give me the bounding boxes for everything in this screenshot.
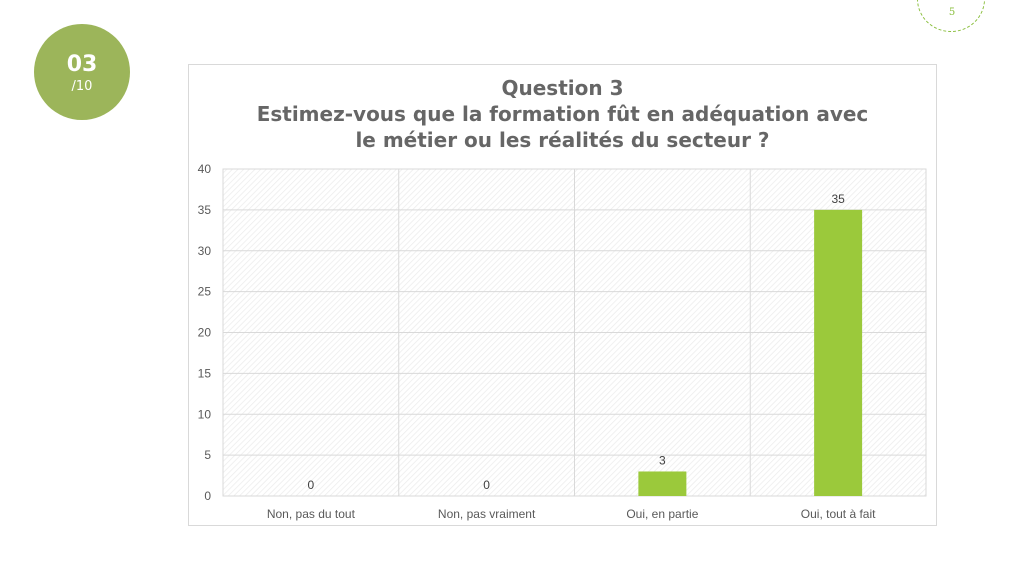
data-label: 0 xyxy=(483,478,490,492)
bar-4 xyxy=(814,209,863,496)
y-tick-label: 5 xyxy=(204,448,211,462)
y-tick-label: 25 xyxy=(198,285,212,299)
slide-total: /10 xyxy=(71,78,93,94)
data-label: 35 xyxy=(831,192,845,206)
y-tick-label: 10 xyxy=(198,407,212,421)
x-category-label: Oui, tout à fait xyxy=(801,507,876,521)
data-label: 3 xyxy=(659,453,666,467)
x-category-label: Non, pas du tout xyxy=(267,507,356,521)
bar-chart: 0 5 10 15 20 25 30 35 40 0 Non, pas du tout 0 Non, p… xyxy=(198,162,927,521)
y-tick-label: 40 xyxy=(198,162,212,176)
slide-number: 03 xyxy=(66,51,98,77)
y-tick-label: 0 xyxy=(204,489,211,503)
y-tick-label: 15 xyxy=(198,366,212,380)
chart-title-line-2: Estimez-vous que la formation fût en adé… xyxy=(256,102,869,126)
chart-title-line-3: le métier ou les réalités du secteur ? xyxy=(355,128,770,152)
bar-3 xyxy=(638,471,687,496)
chart-title-line-1: Question 3 xyxy=(501,76,624,100)
x-category-label: Non, pas vraiment xyxy=(438,507,536,521)
x-category-label: Oui, en partie xyxy=(626,507,698,521)
y-tick-label: 20 xyxy=(198,326,212,340)
chart-frame: Question 3 Estimez-vous que la formation… xyxy=(188,64,937,526)
page-number: 5 xyxy=(948,7,956,18)
y-tick-label: 35 xyxy=(198,203,212,217)
data-label: 0 xyxy=(308,478,315,492)
chart-title: Question 3 Estimez-vous que la formation… xyxy=(189,75,936,153)
slide-counter-badge: 03 /10 xyxy=(34,24,130,120)
y-tick-label: 30 xyxy=(198,244,212,258)
